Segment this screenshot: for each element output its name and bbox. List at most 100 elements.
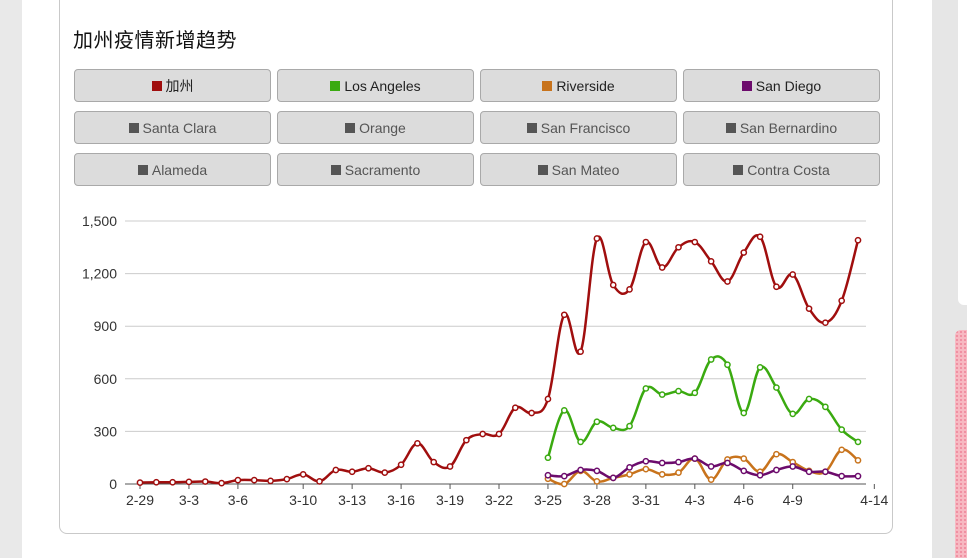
data-point (724, 361, 731, 369)
legend-button-3[interactable]: San Diego (683, 69, 880, 102)
data-point (675, 387, 682, 395)
y-tick-label: 1,200 (82, 266, 117, 282)
data-point (773, 283, 780, 291)
data-point (560, 311, 568, 319)
legend-button-5[interactable]: Orange (277, 111, 474, 144)
data-point (822, 403, 829, 411)
legend-label: Contra Costa (747, 161, 830, 178)
legend-label: San Mateo (551, 161, 620, 178)
x-tick-label: 2-29 (126, 492, 154, 508)
legend-label: 加州 (165, 77, 194, 94)
data-point (332, 466, 340, 474)
legend-swatch-icon (330, 80, 341, 91)
data-point (756, 471, 764, 479)
data-point (773, 450, 780, 458)
data-point (805, 395, 813, 403)
data-point (446, 463, 454, 470)
series-line (547, 448, 859, 486)
legend-button-7[interactable]: San Bernardino (683, 111, 880, 144)
data-point (740, 455, 748, 462)
data-point (560, 472, 568, 480)
legend-button-4[interactable]: Santa Clara (74, 111, 271, 144)
data-point (642, 465, 650, 473)
data-point (854, 456, 862, 464)
data-point (560, 407, 568, 414)
legend-label: Sacramento (344, 161, 421, 178)
data-point (838, 297, 846, 305)
x-tick-label: 3-28 (583, 492, 611, 508)
data-point (593, 467, 601, 475)
data-point (756, 364, 764, 371)
legend-label: Orange (359, 119, 406, 136)
data-point (642, 385, 650, 392)
side-panel (958, 0, 967, 305)
data-point (773, 466, 780, 474)
data-point (201, 478, 209, 485)
legend-swatch-icon (542, 80, 553, 91)
data-point (789, 463, 797, 470)
legend-button-1[interactable]: Los Angeles (277, 69, 474, 102)
chart-title: 加州疫情新增趋势 (73, 28, 237, 52)
legend-swatch-icon (128, 122, 139, 133)
y-tick-label: 1,500 (82, 213, 117, 229)
legend-swatch-icon (137, 164, 148, 175)
legend-swatch-icon (733, 164, 744, 175)
data-point (838, 472, 846, 480)
data-point (838, 446, 846, 454)
legend-button-6[interactable]: San Francisco (480, 111, 677, 144)
data-point (789, 271, 797, 278)
data-point (365, 464, 372, 472)
data-point (675, 469, 682, 476)
data-point (675, 243, 682, 251)
legend-label: San Francisco (540, 119, 631, 136)
data-point (707, 257, 715, 265)
data-point (267, 477, 274, 485)
data-point (185, 478, 193, 486)
x-tick-label: 3-19 (436, 492, 464, 508)
x-tick-label: 3-22 (485, 492, 513, 508)
data-point (577, 438, 584, 446)
data-point (626, 286, 633, 293)
data-point (854, 236, 862, 244)
legend-filter-buttons: 加州 Los Angeles Riverside San Diego Santa Cla… (74, 69, 880, 186)
x-tick-label: 3-16 (387, 492, 415, 508)
legend-button-10[interactable]: San Mateo (480, 153, 677, 186)
data-point (577, 466, 584, 474)
data-point (593, 235, 601, 242)
y-tick-label: 900 (94, 318, 118, 334)
data-point (495, 430, 503, 438)
data-point (724, 278, 731, 285)
data-point (642, 238, 650, 246)
series-line (139, 234, 860, 485)
legend-swatch-icon (537, 164, 548, 175)
data-point (658, 264, 666, 271)
data-point (348, 468, 356, 476)
y-tick-label: 300 (94, 423, 118, 439)
legend-button-11[interactable]: Contra Costa (683, 153, 880, 186)
data-point (658, 459, 666, 467)
series-3 (544, 455, 862, 482)
series-1 (544, 355, 862, 462)
data-point (691, 389, 699, 397)
legend-button-2[interactable]: Riverside (480, 69, 677, 102)
data-point (283, 475, 291, 483)
data-point (430, 458, 438, 466)
data-point (740, 409, 748, 417)
x-tick-label: 4-14 (860, 492, 888, 508)
legend-swatch-icon (345, 122, 356, 133)
data-point (463, 436, 470, 444)
legend-button-0[interactable]: 加州 (74, 69, 271, 102)
legend-swatch-icon (330, 164, 341, 175)
data-point (169, 478, 176, 486)
legend-swatch-icon (151, 80, 162, 91)
data-point (707, 463, 715, 470)
data-point (593, 478, 601, 485)
legend-button-8[interactable]: Alameda (74, 153, 271, 186)
legend-swatch-icon (741, 80, 752, 91)
data-point (642, 457, 650, 465)
data-point (250, 476, 258, 484)
data-point (136, 479, 144, 486)
legend-button-9[interactable]: Sacramento (277, 153, 474, 186)
data-point (544, 395, 552, 403)
